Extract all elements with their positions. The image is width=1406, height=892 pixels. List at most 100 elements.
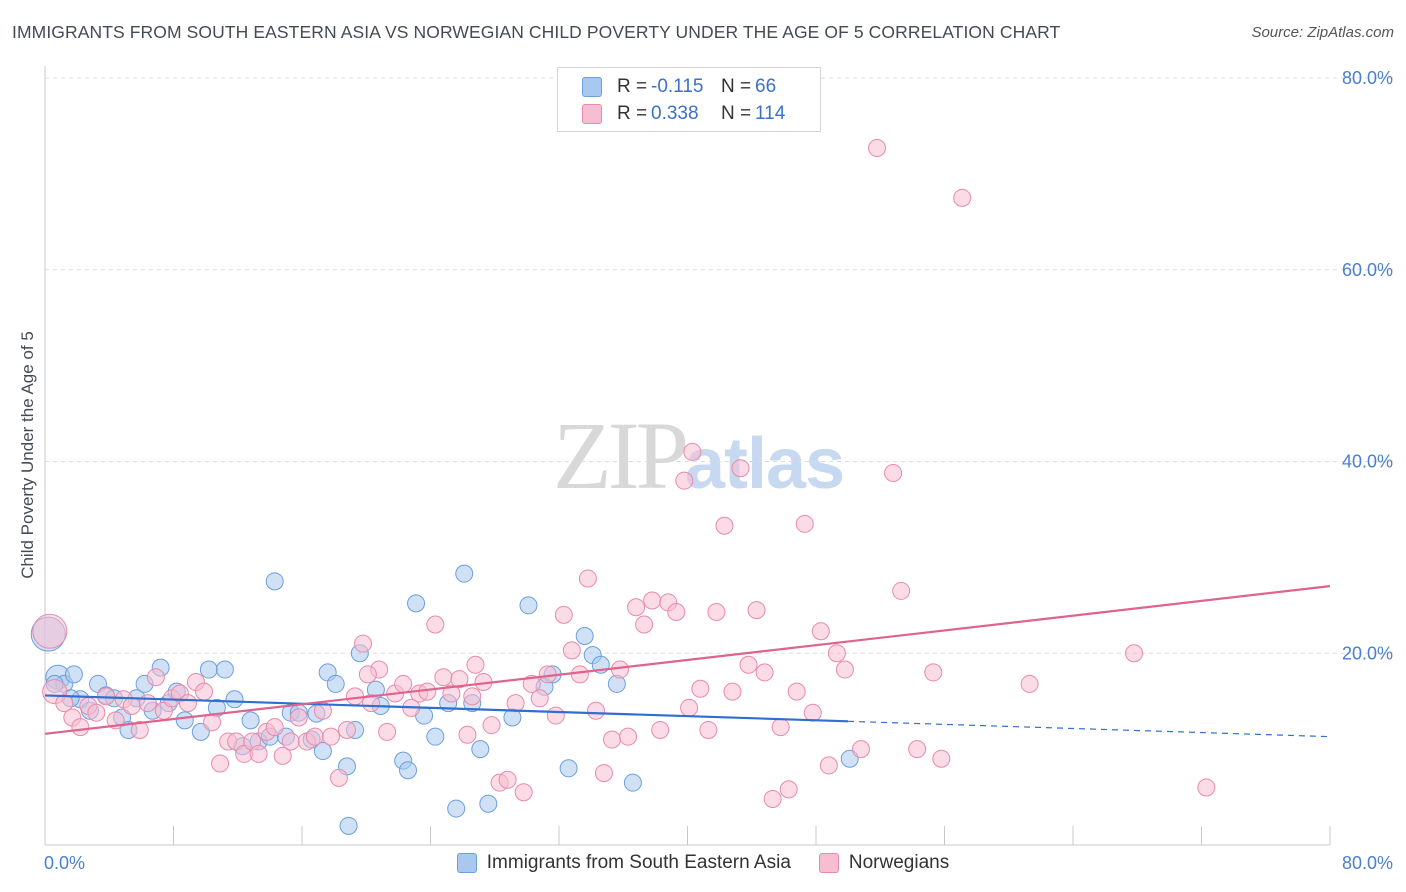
chart-title: IMMIGRANTS FROM SOUTH EASTERN ASIA VS NO… bbox=[12, 22, 1061, 42]
legend-item-norwegians[interactable]: Norwegians bbox=[818, 852, 949, 874]
watermark-zip: ZIP bbox=[553, 402, 689, 509]
data-point bbox=[787, 682, 806, 701]
data-point bbox=[594, 764, 613, 783]
data-point bbox=[215, 660, 234, 679]
data-point bbox=[651, 720, 670, 739]
legend-row-immigrants: R = -0.115 N = 66 bbox=[582, 75, 776, 99]
data-point bbox=[130, 720, 149, 739]
series-legend: Immigrants from South Eastern Asia Norwe… bbox=[0, 852, 1406, 874]
data-point bbox=[667, 603, 686, 622]
data-point bbox=[1197, 778, 1216, 797]
data-point bbox=[455, 564, 474, 583]
data-point bbox=[680, 698, 699, 717]
data-point bbox=[763, 789, 782, 808]
watermark: ZIPatlas bbox=[553, 400, 845, 511]
data-point bbox=[691, 679, 710, 698]
data-point bbox=[55, 694, 74, 713]
data-point bbox=[731, 459, 750, 478]
trend-line-extension bbox=[848, 720, 1331, 738]
data-points bbox=[30, 138, 1216, 835]
data-point bbox=[578, 569, 597, 588]
data-point bbox=[466, 655, 485, 674]
legend-item-immigrants[interactable]: Immigrants from South Eastern Asia bbox=[456, 852, 791, 874]
data-point bbox=[619, 727, 638, 746]
data-point bbox=[175, 711, 194, 730]
data-point bbox=[554, 605, 573, 624]
data-point bbox=[442, 684, 461, 703]
data-point bbox=[1125, 644, 1144, 663]
data-point bbox=[265, 572, 284, 591]
data-point bbox=[273, 746, 292, 765]
data-point bbox=[265, 718, 284, 737]
data-point bbox=[739, 655, 758, 674]
data-point bbox=[570, 665, 589, 684]
data-point bbox=[249, 744, 268, 763]
data-point bbox=[241, 711, 260, 730]
data-point bbox=[932, 749, 951, 768]
data-point bbox=[755, 663, 774, 682]
data-point bbox=[795, 514, 814, 533]
data-point bbox=[562, 641, 581, 660]
data-point bbox=[908, 740, 927, 759]
data-point bbox=[471, 740, 490, 759]
data-point bbox=[884, 464, 903, 483]
legend-swatch-immigrants bbox=[582, 77, 602, 97]
data-point bbox=[394, 674, 413, 693]
data-point bbox=[827, 644, 846, 663]
trend-line-norwegians bbox=[44, 585, 1331, 735]
y-axis-label: Child Poverty Under the Age of 5 bbox=[18, 331, 37, 579]
data-point bbox=[530, 689, 549, 708]
data-point bbox=[707, 603, 726, 622]
data-point bbox=[146, 668, 165, 687]
legend-swatch-immigrants bbox=[456, 853, 477, 873]
x-tick-label: 0.0% bbox=[44, 853, 85, 873]
data-point bbox=[450, 670, 469, 689]
data-point bbox=[199, 660, 218, 679]
data-point bbox=[627, 598, 646, 617]
tick-labels: 20.0% 40.0% 60.0% 80.0% 0.0% 80.0% bbox=[44, 68, 1393, 873]
source-label: Source: ZipAtlas.com bbox=[1251, 24, 1394, 41]
data-point bbox=[623, 773, 642, 792]
data-point bbox=[603, 730, 622, 749]
data-point bbox=[447, 799, 466, 818]
data-point bbox=[575, 626, 594, 645]
data-point bbox=[426, 615, 445, 634]
data-point bbox=[87, 703, 106, 722]
data-point bbox=[586, 701, 605, 720]
data-point bbox=[811, 622, 830, 641]
data-point bbox=[407, 594, 426, 613]
data-point bbox=[225, 690, 244, 709]
legend-row-norwegians: R = 0.338 N = 114 bbox=[582, 102, 785, 126]
data-point bbox=[339, 816, 358, 835]
data-point bbox=[779, 780, 798, 799]
data-point bbox=[519, 596, 538, 615]
data-point bbox=[506, 694, 525, 713]
data-point bbox=[635, 615, 654, 634]
legend-r-value: 0.338 bbox=[651, 103, 699, 124]
legend-swatch-norwegians bbox=[582, 104, 602, 124]
data-point bbox=[835, 660, 854, 679]
data-point bbox=[305, 727, 324, 746]
data-point bbox=[362, 694, 381, 713]
data-point bbox=[313, 742, 332, 761]
legend-label-immigrants: Immigrants from South Eastern Asia bbox=[486, 852, 791, 873]
data-point bbox=[32, 613, 68, 649]
data-point bbox=[195, 682, 214, 701]
data-point bbox=[498, 770, 517, 789]
data-point bbox=[337, 720, 356, 739]
data-point bbox=[715, 516, 734, 535]
data-point bbox=[522, 674, 541, 693]
legend-r-value: -0.115 bbox=[651, 76, 704, 97]
data-point bbox=[683, 442, 702, 461]
trend-lines bbox=[44, 585, 1331, 738]
data-point bbox=[675, 471, 694, 490]
x-tick-label: 80.0% bbox=[1342, 853, 1393, 873]
legend-n-value: 114 bbox=[755, 103, 786, 124]
data-point bbox=[281, 732, 300, 751]
y-tick-label: 80.0% bbox=[1342, 68, 1393, 88]
data-point bbox=[868, 138, 887, 157]
data-point bbox=[924, 663, 943, 682]
legend-r-label: R = bbox=[617, 103, 648, 124]
data-point bbox=[64, 665, 83, 684]
